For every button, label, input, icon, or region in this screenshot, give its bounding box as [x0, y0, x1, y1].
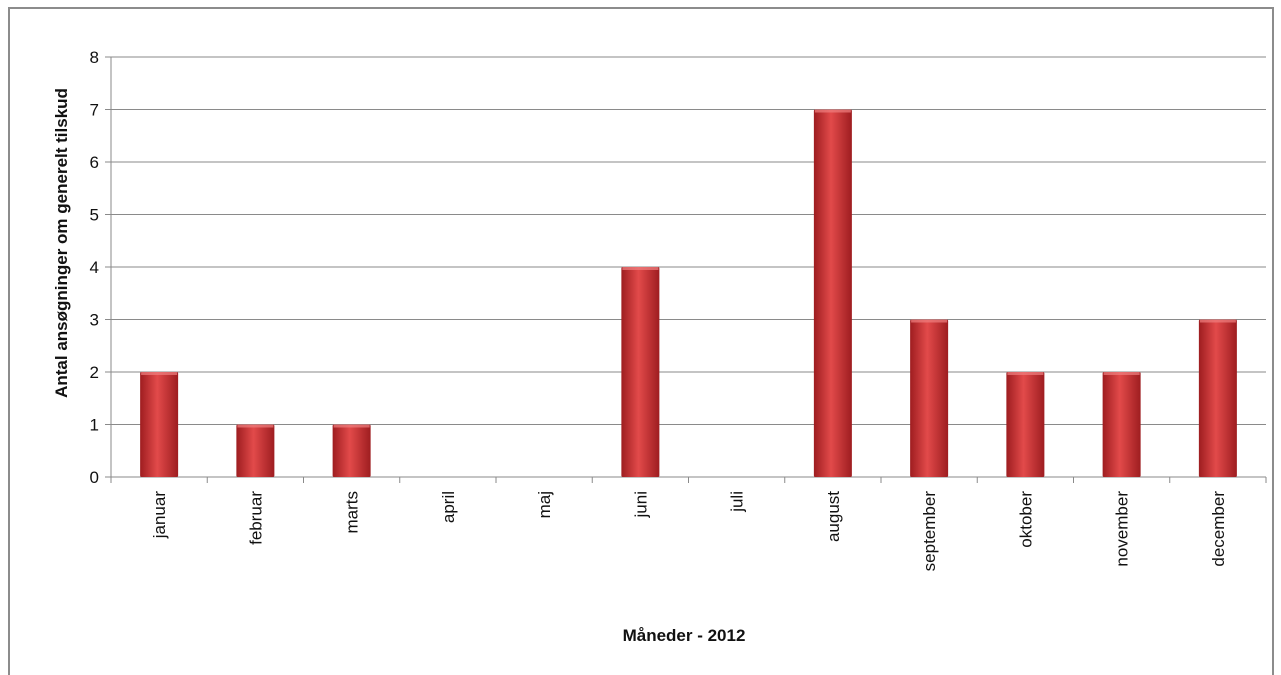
y-axis-title: Antal ansøgninger om generelt tilskud [52, 88, 71, 398]
axes [110, 57, 1267, 483]
bar-oktober [1006, 372, 1045, 477]
bar-top-highlight [237, 424, 274, 428]
x-axis-title: Måneder - 2012 [623, 626, 746, 645]
bar-top-highlight [1103, 372, 1140, 375]
y-tick-label: 7 [90, 101, 99, 120]
x-tick-label: maj [535, 491, 554, 518]
x-tick-label: marts [343, 491, 362, 534]
x-tick-label: august [824, 491, 843, 542]
x-tick-label: september [920, 491, 939, 572]
bar-top-highlight [1199, 319, 1236, 323]
bar-marts [332, 424, 371, 477]
x-tick-label: april [439, 491, 458, 523]
x-tick-label: januar [150, 491, 169, 540]
x-tick-label: november [1113, 491, 1132, 567]
x-tick-label: juni [631, 491, 650, 518]
gridlines [105, 56, 1266, 478]
y-tick-label: 0 [90, 468, 99, 487]
bar-top-highlight [333, 424, 370, 428]
bar-top-highlight [814, 109, 851, 113]
bar-top-highlight [1007, 372, 1044, 375]
x-tick-label: december [1209, 491, 1228, 567]
x-tick-label: oktober [1016, 491, 1035, 548]
y-tick-label: 5 [90, 206, 99, 225]
bar-top-highlight [622, 267, 659, 270]
bar-november [1102, 372, 1141, 477]
y-tick-label: 2 [90, 363, 99, 382]
y-tick-label: 8 [90, 48, 99, 67]
bar-januar [140, 372, 179, 477]
bar-september [910, 319, 949, 477]
y-tick-label: 1 [90, 416, 99, 435]
x-tick-labels: januar februar marts april maj juni juli august… [150, 491, 1228, 572]
y-tick-labels: 0 1 2 3 4 5 6 7 8 [90, 48, 99, 487]
x-tick-label: februar [246, 491, 265, 545]
bar-august [813, 109, 852, 477]
bar-top-highlight [141, 372, 178, 375]
bar-juni [621, 267, 660, 477]
bar-februar [236, 424, 275, 477]
x-tick-label: juli [728, 491, 747, 513]
bar-december [1198, 319, 1237, 477]
bars [140, 109, 1237, 477]
y-tick-label: 6 [90, 153, 99, 172]
bar-top-highlight [911, 319, 948, 323]
y-tick-label: 3 [90, 311, 99, 330]
y-tick-label: 4 [90, 258, 99, 277]
